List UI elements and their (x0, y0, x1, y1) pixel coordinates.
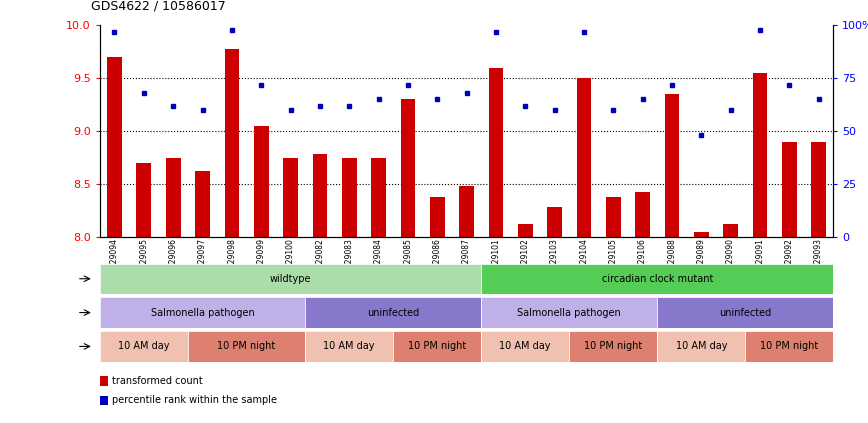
Bar (694, 231, 708, 237)
Text: Salmonella pathogen: Salmonella pathogen (517, 308, 621, 318)
Text: 10 PM night: 10 PM night (584, 341, 642, 352)
Text: GDS4622 / 10586017: GDS4622 / 10586017 (91, 0, 226, 13)
Bar (372, 158, 386, 237)
Text: 10 PM night: 10 PM night (408, 341, 466, 352)
Bar (312, 154, 327, 237)
Bar (518, 224, 533, 237)
Bar (459, 186, 474, 237)
Bar (606, 197, 621, 237)
Bar (812, 142, 826, 237)
Bar (635, 192, 650, 237)
Bar (753, 73, 767, 237)
Bar (723, 224, 738, 237)
Text: 10 PM night: 10 PM night (217, 341, 276, 352)
Bar (100, 396, 108, 405)
Text: percentile rank within the sample: percentile rank within the sample (112, 395, 277, 405)
Bar (547, 207, 562, 237)
Text: Salmonella pathogen: Salmonella pathogen (151, 308, 254, 318)
Bar (253, 126, 268, 237)
Bar (225, 49, 240, 237)
Bar (107, 57, 122, 237)
Bar (576, 78, 591, 237)
Bar (430, 197, 444, 237)
Bar (489, 68, 503, 237)
Text: circadian clock mutant: circadian clock mutant (602, 274, 713, 284)
Text: 10 AM day: 10 AM day (499, 341, 551, 352)
Text: transformed count: transformed count (112, 376, 203, 386)
Bar (342, 158, 357, 237)
Text: 10 AM day: 10 AM day (675, 341, 727, 352)
Bar (782, 142, 797, 237)
Bar (400, 99, 415, 237)
Text: uninfected: uninfected (720, 308, 772, 318)
Bar (136, 163, 151, 237)
Text: 10 AM day: 10 AM day (324, 341, 375, 352)
Bar (100, 376, 108, 386)
Text: wildtype: wildtype (270, 274, 312, 284)
Text: 10 PM night: 10 PM night (760, 341, 819, 352)
Text: uninfected: uninfected (367, 308, 419, 318)
Bar (195, 171, 210, 237)
Bar (166, 158, 181, 237)
Text: 10 AM day: 10 AM day (118, 341, 169, 352)
Bar (665, 94, 680, 237)
Bar (283, 158, 298, 237)
